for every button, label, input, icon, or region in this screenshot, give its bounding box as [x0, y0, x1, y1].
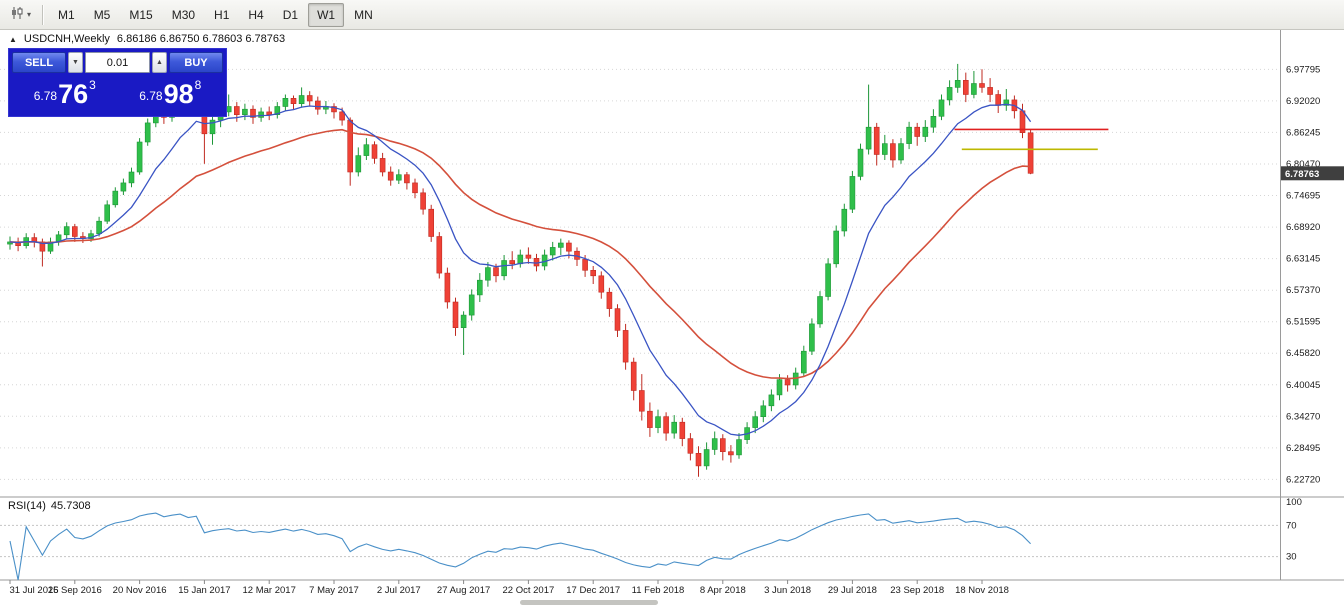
svg-text:8 Apr 2018: 8 Apr 2018 — [700, 585, 746, 596]
indicator-name: RSI(14) — [8, 500, 46, 512]
svg-text:20 Nov 2016: 20 Nov 2016 — [113, 585, 167, 596]
svg-text:6.78763: 6.78763 — [1285, 169, 1319, 180]
svg-text:6.68920: 6.68920 — [1286, 222, 1320, 233]
svg-text:6.74695: 6.74695 — [1286, 191, 1320, 202]
svg-text:6.51595: 6.51595 — [1286, 317, 1320, 328]
svg-text:15 Jan 2017: 15 Jan 2017 — [178, 585, 230, 596]
svg-text:17 Dec 2017: 17 Dec 2017 — [566, 585, 620, 596]
timeframe-button-M15[interactable]: M15 — [120, 3, 161, 27]
timeframe-button-D1[interactable]: D1 — [274, 3, 307, 27]
timeframe-button-M1[interactable]: M1 — [49, 3, 84, 27]
chart-canvas[interactable]: 6.97795 6.92020 6.86245 6.80470 6.74695 6.689… — [0, 30, 1344, 606]
svg-text:31 Jul 2016: 31 Jul 2016 — [9, 585, 58, 596]
ohlc-values: 6.86186 6.86750 6.78603 6.78763 — [116, 33, 286, 45]
ma-fast-line — [9, 103, 1032, 436]
svg-text:7 May 2017: 7 May 2017 — [309, 585, 359, 596]
svg-text:100: 100 — [1286, 497, 1302, 508]
svg-text:6.22720: 6.22720 — [1286, 474, 1320, 485]
svg-text:6.80470: 6.80470 — [1286, 159, 1320, 170]
chevron-down-icon: ▾ — [27, 9, 32, 19]
ma-slow-line — [9, 128, 1031, 380]
timeframe-button-H1[interactable]: H1 — [205, 3, 238, 27]
buy-button[interactable]: BUY — [169, 52, 223, 73]
svg-text:3 Jun 2018: 3 Jun 2018 — [764, 585, 811, 596]
lot-size-input[interactable] — [85, 52, 150, 73]
sell-price-display[interactable]: 6.78 76 3 — [33, 78, 96, 110]
svg-text:23 Sep 2018: 23 Sep 2018 — [890, 585, 944, 596]
timeframe-button-group: M1 M5 M15 M30 H1 H4 D1 W1 MN — [49, 2, 382, 27]
timeframe-button-M30[interactable]: M30 — [163, 3, 204, 27]
svg-text:6.92020: 6.92020 — [1286, 96, 1320, 107]
timeframe-button-H4[interactable]: H4 — [239, 3, 272, 27]
lot-decrease-button[interactable]: ▼ — [68, 52, 83, 73]
one-click-panel-toggle-icon[interactable]: ▲ — [9, 34, 17, 44]
buy-price-display[interactable]: 6.78 98 8 — [139, 78, 202, 110]
chart-type-dropdown-button[interactable]: ▾ — [4, 2, 37, 27]
indicator-value: 45.7308 — [50, 500, 91, 512]
symbol-title: USDCNH,Weekly — [23, 33, 110, 45]
timeframe-button-MN[interactable]: MN — [345, 3, 382, 27]
svg-text:30: 30 — [1286, 552, 1297, 563]
svg-text:2 Jul 2017: 2 Jul 2017 — [377, 585, 421, 596]
current-price-tag: 6.78763 — [1281, 166, 1344, 181]
toolbar: ▾ M1 M5 M15 M30 H1 H4 D1 W1 MN — [0, 0, 1344, 30]
rsi-levels: 100 70 30 — [0, 497, 1302, 563]
lot-increase-button[interactable]: ▲ — [152, 52, 167, 73]
candlesticks — [7, 63, 1034, 477]
svg-text:6.28495: 6.28495 — [1286, 443, 1320, 454]
toolbar-separator — [42, 4, 45, 25]
svg-text:29 Jul 2018: 29 Jul 2018 — [828, 585, 877, 596]
svg-text:18 Nov 2018: 18 Nov 2018 — [955, 585, 1009, 596]
pane-separators — [0, 30, 1344, 581]
svg-text:12 Mar 2017: 12 Mar 2017 — [243, 585, 296, 596]
rsi-line — [9, 512, 1031, 581]
svg-text:22 Oct 2017: 22 Oct 2017 — [503, 585, 555, 596]
svg-text:6.97795: 6.97795 — [1286, 64, 1320, 75]
caret-down-icon: ▼ — [72, 59, 79, 66]
price-axis[interactable]: 6.97795 6.92020 6.86245 6.80470 6.74695 6.689… — [1286, 64, 1320, 485]
candlestick-chart-icon — [10, 6, 24, 23]
svg-text:6.63145: 6.63145 — [1286, 254, 1320, 265]
horizontal-scrollbar-thumb[interactable] — [520, 600, 658, 605]
svg-text:11 Feb 2018: 11 Feb 2018 — [632, 585, 685, 596]
svg-text:6.57370: 6.57370 — [1286, 285, 1320, 296]
rsi-indicator-label: RSI(14) 45.7308 — [8, 500, 96, 512]
timeframe-button-W1[interactable]: W1 — [308, 2, 345, 27]
timeframe-button-M5[interactable]: M5 — [85, 3, 120, 27]
svg-text:27 Aug 2017: 27 Aug 2017 — [437, 585, 490, 596]
svg-text:6.40045: 6.40045 — [1286, 380, 1320, 391]
svg-text:6.45820: 6.45820 — [1286, 348, 1320, 359]
svg-text:6.86245: 6.86245 — [1286, 127, 1320, 138]
svg-text:25 Sep 2016: 25 Sep 2016 — [48, 585, 102, 596]
chart-header: ▲ USDCNH,Weekly 6.86186 6.86750 6.78603 … — [9, 33, 285, 45]
price-gridlines — [0, 68, 1280, 480]
sell-button[interactable]: SELL — [12, 52, 66, 73]
svg-text:70: 70 — [1286, 520, 1297, 531]
svg-text:6.34270: 6.34270 — [1286, 411, 1320, 422]
caret-up-icon: ▲ — [156, 59, 163, 66]
